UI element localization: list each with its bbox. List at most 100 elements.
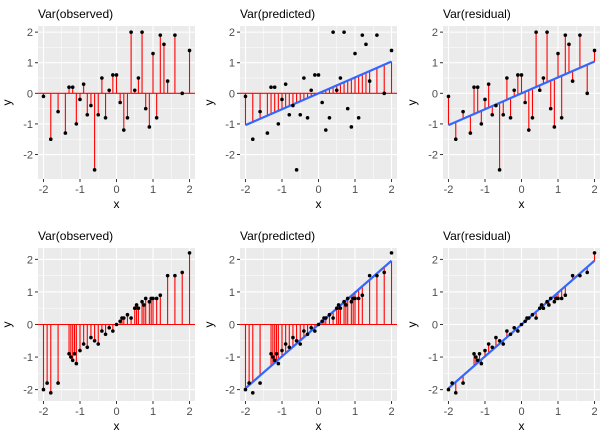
- data-point: [294, 338, 299, 343]
- data-point: [67, 85, 71, 89]
- data-point: [272, 85, 277, 89]
- data-point: [107, 88, 111, 93]
- data-point: [338, 306, 343, 311]
- y-tick-label: 0: [27, 88, 33, 100]
- data-point: [552, 125, 557, 129]
- x-tick-label: 0: [113, 184, 119, 196]
- data-point: [541, 306, 546, 311]
- y-tick-label: -2: [428, 150, 438, 162]
- data-point: [364, 42, 368, 47]
- data-point: [147, 125, 152, 129]
- data-point: [111, 73, 115, 77]
- y-tick-label: -2: [23, 150, 33, 162]
- data-point: [151, 296, 155, 301]
- data-point: [298, 342, 303, 346]
- panel-title: Var(observed): [38, 229, 113, 243]
- data-point: [356, 296, 361, 301]
- data-point: [497, 338, 502, 343]
- x-tick-label: -2: [444, 184, 454, 196]
- y-tick-label: -2: [225, 385, 235, 397]
- data-point: [269, 85, 273, 89]
- data-point: [559, 116, 564, 120]
- y-tick-label: 0: [229, 88, 235, 100]
- data-point: [338, 76, 343, 80]
- data-point: [70, 85, 75, 89]
- x-axis-label: x: [519, 419, 525, 433]
- data-point: [556, 51, 560, 56]
- y-tick-label: 2: [27, 27, 33, 39]
- data-point: [81, 82, 86, 86]
- data-point: [96, 342, 101, 346]
- data-point: [140, 30, 144, 34]
- x-tick-label: -1: [277, 406, 287, 418]
- data-point: [327, 312, 332, 317]
- data-point: [67, 351, 71, 356]
- y-tick-label: -1: [23, 119, 33, 131]
- y-tick-label: 2: [229, 254, 235, 266]
- data-point: [472, 351, 476, 356]
- panel-title: Var(residual): [443, 229, 511, 243]
- data-point: [272, 358, 277, 363]
- data-point: [294, 168, 299, 172]
- x-tick-label: -1: [75, 184, 85, 196]
- data-point: [556, 296, 560, 301]
- data-point: [530, 116, 535, 120]
- data-point: [356, 116, 361, 120]
- data-point: [103, 116, 108, 120]
- data-point: [508, 332, 513, 337]
- data-point: [118, 319, 122, 324]
- data-point: [173, 273, 177, 278]
- data-point: [291, 103, 295, 108]
- x-tick-label: -2: [241, 184, 251, 196]
- data-point: [349, 125, 354, 129]
- y-tick-label: 1: [432, 58, 438, 70]
- x-tick-label: 2: [591, 406, 597, 418]
- data-point: [250, 391, 255, 395]
- data-point: [187, 48, 192, 53]
- data-point: [516, 73, 520, 77]
- data-point: [382, 91, 387, 96]
- x-tick-label: 0: [315, 184, 321, 196]
- y-tick-label: 1: [432, 287, 438, 299]
- data-point: [534, 316, 538, 320]
- data-point: [89, 335, 93, 340]
- data-point: [537, 306, 542, 311]
- data-point: [453, 137, 458, 142]
- data-point: [305, 332, 310, 337]
- data-point: [276, 361, 281, 366]
- x-axis-label: x: [519, 197, 525, 211]
- data-point: [147, 299, 152, 304]
- data-point: [331, 316, 335, 320]
- x-tick-label: -1: [75, 406, 85, 418]
- x-tick-label: 2: [591, 184, 597, 196]
- data-point: [382, 270, 387, 275]
- chart-panel-3: -2 -1 0 1 2 -2 -1 0 1 2 Var(residual) x y: [405, 7, 600, 211]
- data-point: [468, 131, 473, 135]
- data-point: [100, 76, 104, 80]
- data-point: [280, 97, 284, 102]
- data-point: [165, 79, 170, 83]
- x-tick-label: 1: [555, 184, 561, 196]
- data-point: [74, 361, 79, 366]
- x-tick-label: -2: [241, 406, 251, 418]
- data-point: [136, 76, 141, 80]
- data-point: [548, 296, 553, 301]
- data-point: [519, 322, 524, 327]
- x-tick-label: 0: [113, 406, 119, 418]
- data-point: [552, 299, 557, 304]
- data-point: [111, 329, 115, 333]
- data-point: [353, 51, 357, 56]
- data-point: [129, 30, 133, 34]
- data-point: [336, 303, 341, 307]
- x-tick-label: -2: [444, 406, 454, 418]
- data-point: [143, 296, 148, 301]
- data-point: [353, 296, 357, 301]
- data-point: [475, 85, 480, 89]
- x-axis-label: x: [114, 419, 120, 433]
- data-point: [140, 299, 144, 304]
- y-tick-label: 0: [27, 320, 33, 332]
- data-point: [342, 299, 346, 304]
- chart-panel-6: -2 -1 0 1 2 -2 -1 0 1 2 Var(residual) x y: [405, 229, 600, 433]
- data-point: [69, 355, 73, 359]
